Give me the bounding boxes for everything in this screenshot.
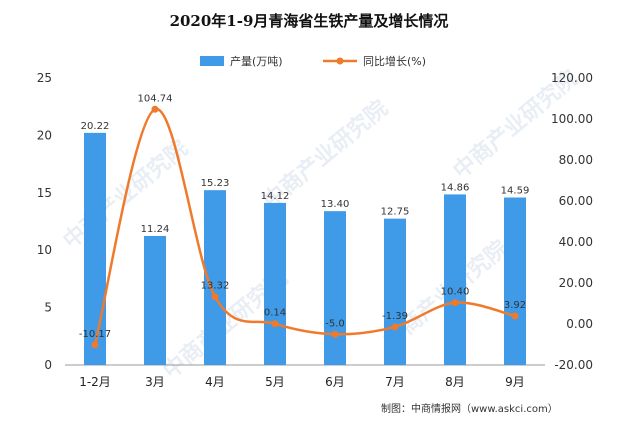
right-axis-tick-label: 60.00 — [559, 194, 593, 208]
bar-value-label: 14.12 — [261, 191, 290, 202]
bar-value-label: 20.22 — [81, 121, 110, 132]
x-axis-tick-label: 3月 — [145, 375, 165, 389]
legend: 产量(万吨) 同比增长(%) — [200, 54, 426, 68]
bar — [204, 190, 226, 365]
legend-line-label: 同比增长(%) — [363, 54, 426, 68]
bar — [444, 194, 466, 365]
bar-value-label: 13.40 — [321, 199, 350, 210]
bar — [144, 235, 166, 365]
left-axis-ticks: 0 5 10 15 20 25 — [37, 71, 52, 372]
chart-title: 2020年1-9月青海省生铁产量及增长情况 — [170, 12, 449, 30]
line-value-label: 3.92 — [504, 300, 526, 311]
left-axis-tick-label: 20 — [37, 128, 52, 142]
x-axis-tick-label: 9月 — [505, 375, 525, 389]
line-point — [151, 105, 159, 113]
line-value-label: 10.40 — [441, 287, 470, 298]
line-point — [331, 330, 339, 338]
line-point — [91, 341, 99, 349]
line-point — [211, 293, 219, 301]
bar-value-label: 11.24 — [141, 224, 170, 235]
right-axis-tick-label: -20.00 — [554, 358, 593, 372]
x-axis-tick-label: 7月 — [385, 375, 405, 389]
line-value-label: -10.17 — [79, 329, 111, 340]
source-note: 制图：中商情报网（www.askci.com） — [381, 402, 558, 415]
right-axis-tick-label: 80.00 — [559, 153, 593, 167]
x-axis-tick-label: 6月 — [325, 375, 345, 389]
bar — [384, 218, 406, 365]
left-axis-tick-label: 15 — [37, 186, 52, 200]
line-point — [391, 323, 399, 331]
left-axis-tick-label: 5 — [44, 301, 52, 315]
bar-value-label: 14.59 — [501, 186, 530, 197]
right-axis-tick-label: 40.00 — [559, 235, 593, 249]
bar-value-label: 15.23 — [201, 178, 230, 189]
bar — [84, 132, 106, 365]
line-value-label: 0.14 — [264, 308, 286, 319]
line-point — [271, 320, 279, 328]
x-axis-tick-label: 1-2月 — [79, 375, 111, 389]
left-axis-tick-label: 25 — [37, 71, 52, 85]
line-point — [451, 299, 459, 307]
line-value-label: -5.0 — [325, 318, 345, 329]
left-axis-tick-label: 0 — [44, 358, 52, 372]
growth-rate-line — [93, 108, 516, 346]
right-axis-tick-label: 0.00 — [566, 317, 593, 331]
right-axis-tick-label: 120.00 — [551, 71, 593, 85]
line-point — [511, 312, 519, 320]
bar-data-labels: 20.22 11.24 15.23 14.12 13.40 12.75 14.86 14.59 — [81, 121, 530, 235]
x-axis-ticks: 1-2月 3月 4月 5月 6月 7月 8月 9月 — [79, 375, 525, 389]
bar — [264, 202, 286, 365]
x-axis-tick-label: 5月 — [265, 375, 285, 389]
left-axis-tick-label: 10 — [37, 243, 52, 257]
line-data-labels: -10.17 104.74 13.32 0.14 -5.0 -1.39 10.40 3.92 — [79, 93, 526, 340]
bar-value-label: 12.75 — [381, 207, 410, 218]
right-axis-ticks: -20.00 0.00 20.00 40.00 60.00 80.00 100.00 120.… — [551, 71, 593, 372]
legend-line-marker — [336, 57, 344, 65]
legend-bar-label: 产量(万吨) — [230, 54, 283, 68]
line-value-label: 104.74 — [138, 93, 173, 104]
bar-value-label: 14.86 — [441, 182, 470, 193]
x-axis-tick-label: 8月 — [445, 375, 465, 389]
line-value-label: 13.32 — [201, 281, 230, 292]
line-markers — [91, 105, 519, 349]
bar-series — [84, 132, 526, 365]
x-axis-tick-label: 4月 — [205, 375, 225, 389]
legend-bar-swatch — [200, 56, 224, 66]
bar — [504, 197, 526, 365]
bar — [324, 211, 346, 365]
right-axis-tick-label: 20.00 — [559, 276, 593, 290]
right-axis-tick-label: 100.00 — [551, 112, 593, 126]
line-value-label: -1.39 — [382, 311, 408, 322]
